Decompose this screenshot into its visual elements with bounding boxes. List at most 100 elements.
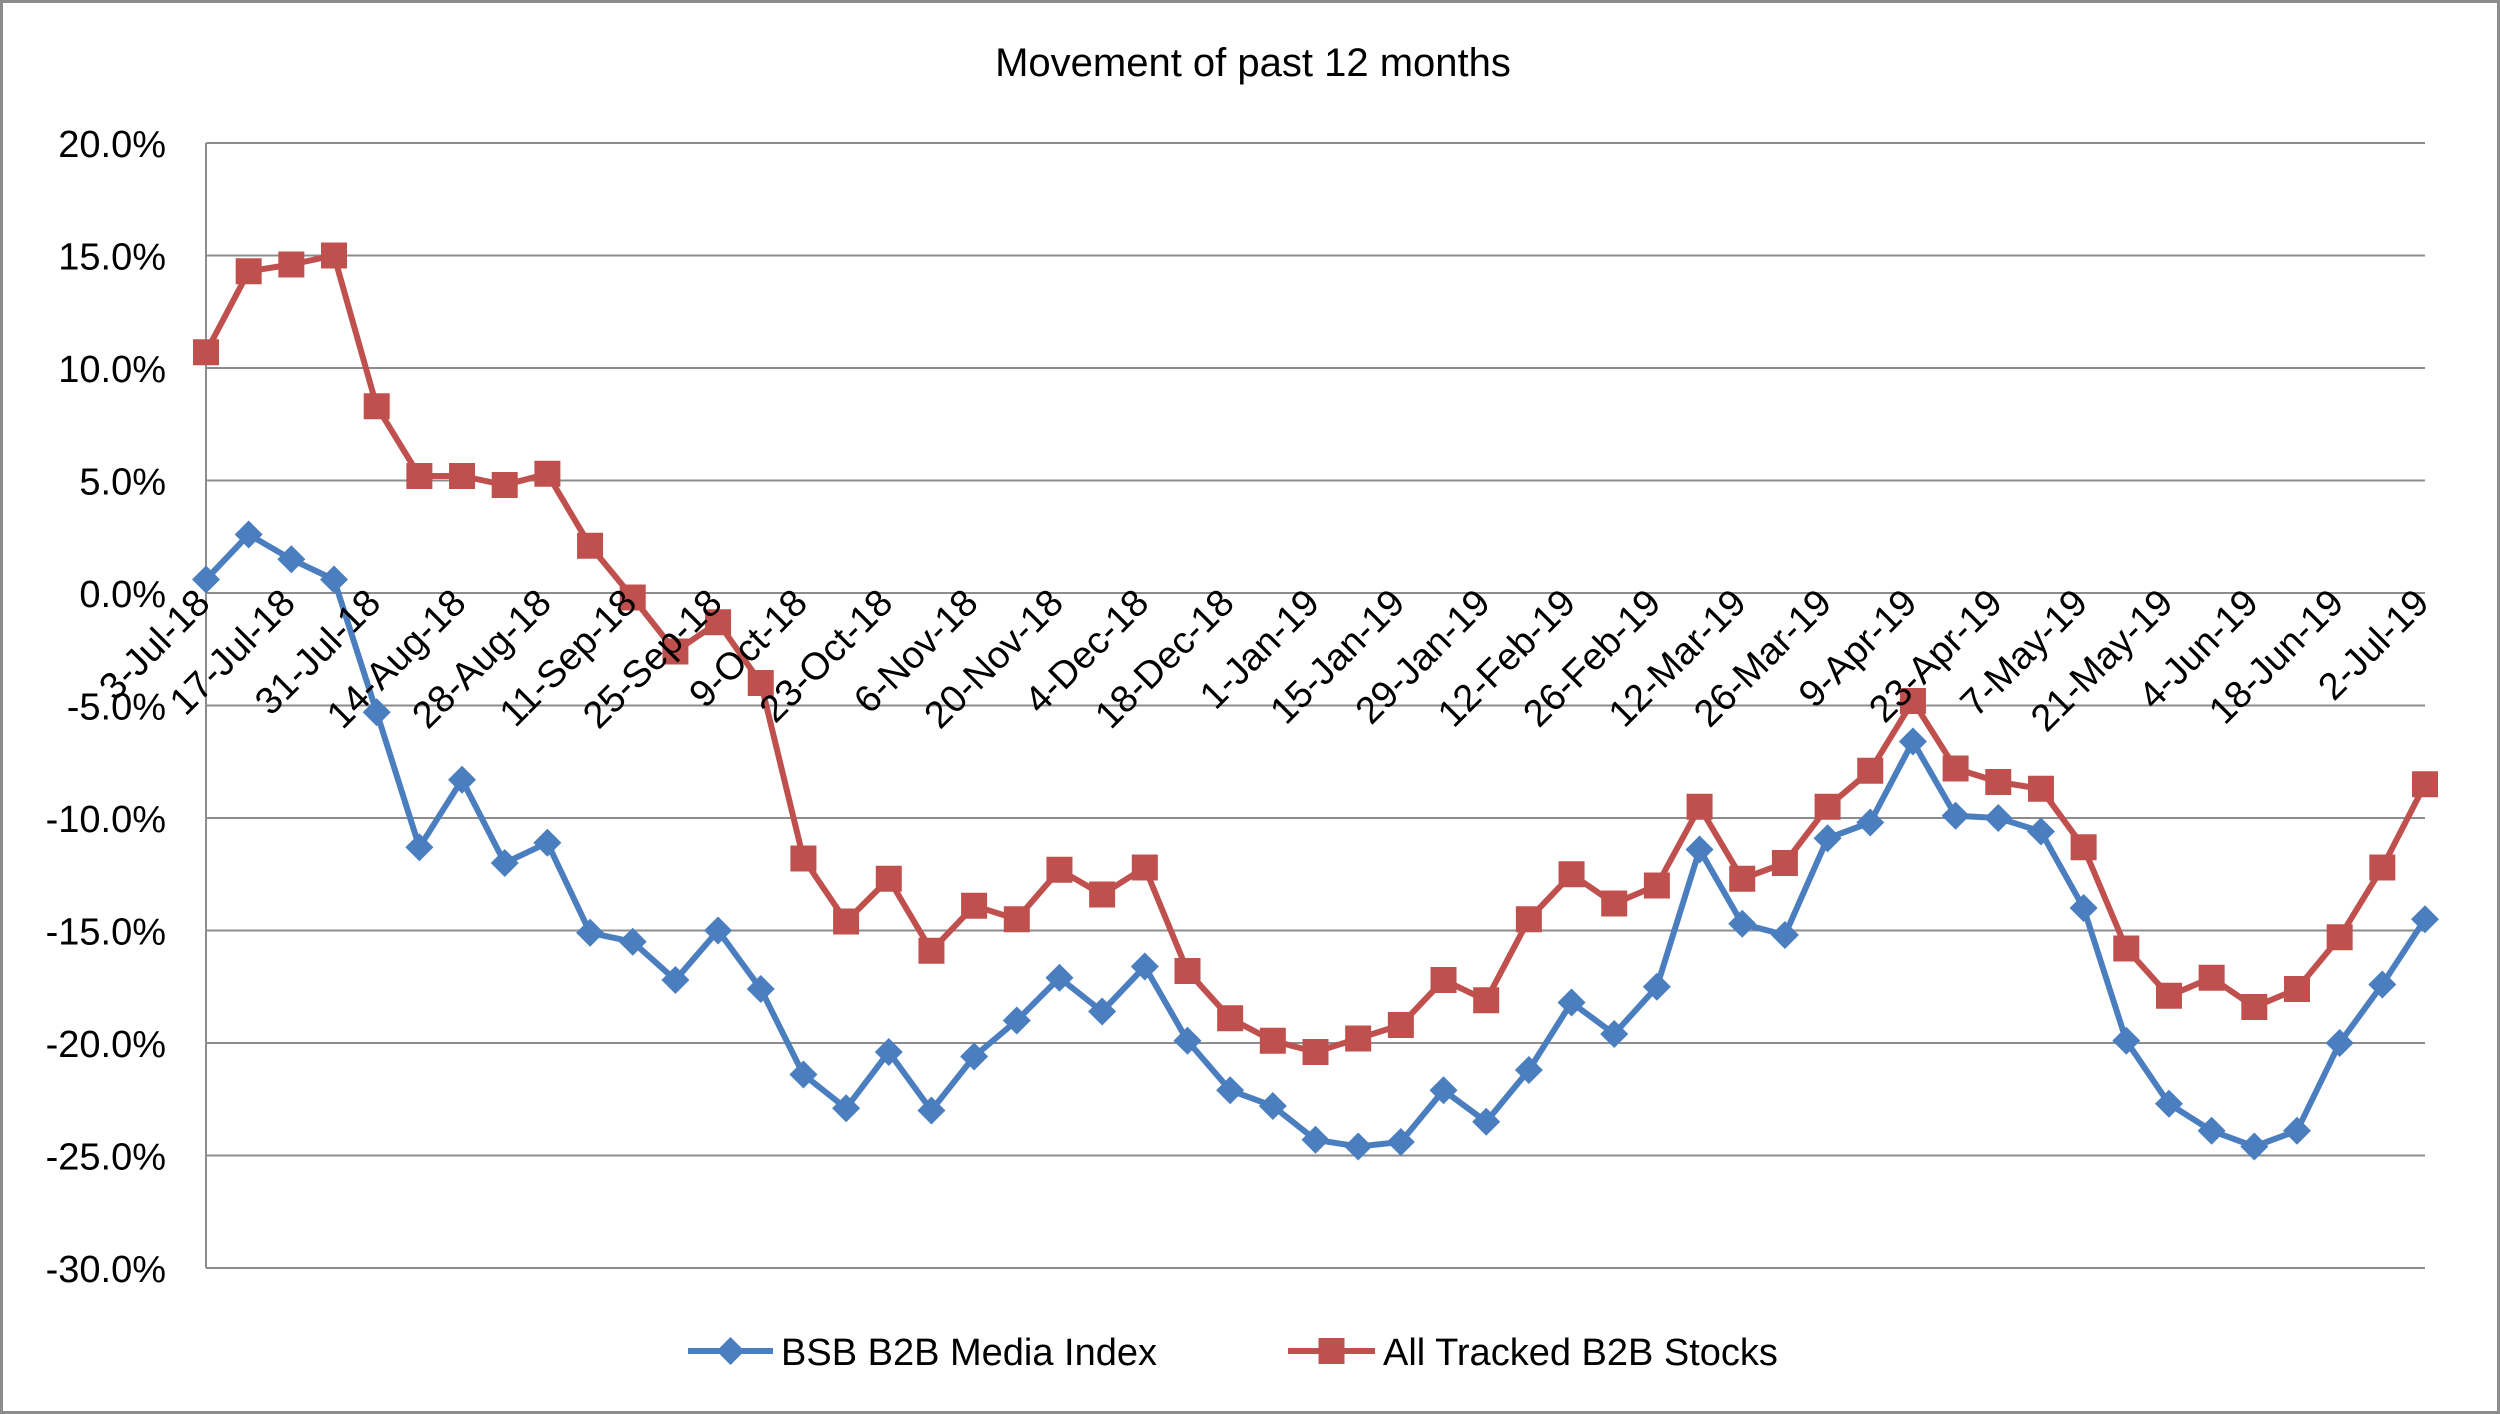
data-point: [961, 892, 988, 919]
data-point: [1984, 804, 2013, 832]
data-point: [1131, 854, 1158, 881]
data-point: [363, 393, 390, 420]
data-series: [192, 242, 2439, 1161]
data-point: [875, 865, 902, 892]
data-point: [277, 545, 306, 574]
data-point: [1046, 856, 1073, 883]
legend-item: BSB B2B Media Index: [688, 1332, 1157, 1374]
data-point: [192, 565, 220, 594]
data-point: [1258, 1092, 1287, 1120]
data-point: [193, 339, 219, 366]
data-point: [1514, 1056, 1543, 1084]
data-point: [448, 765, 477, 794]
data-point: [960, 1042, 989, 1071]
data-point: [1387, 1012, 1414, 1038]
y-tick-label: -10.0%: [46, 799, 166, 841]
x-axis-tick-labels: 3-Jul-1817-Jul-1831-Jul-1814-Aug-1828-Au…: [92, 582, 2438, 740]
data-point: [1856, 808, 1885, 837]
data-point: [661, 966, 690, 994]
data-point: [534, 460, 561, 487]
data-point: [234, 520, 263, 549]
data-point: [2155, 982, 2182, 1009]
data-point: [2113, 935, 2140, 962]
data-point: [1941, 801, 1970, 830]
data-point: [406, 463, 433, 489]
data-point: [2283, 976, 2310, 1002]
data-point: [2197, 1116, 2226, 1145]
y-tick-label: 15.0%: [58, 237, 166, 279]
data-point: [662, 638, 689, 665]
data-point: [2240, 1132, 2269, 1161]
data-point: [1301, 1125, 1330, 1154]
data-point: [1685, 835, 1714, 864]
data-point: [833, 908, 860, 935]
data-point: [2112, 1026, 2141, 1055]
data-point: [1857, 757, 1884, 784]
data-point: [1217, 1005, 1244, 1032]
legend-marker: [716, 1337, 745, 1365]
data-point: [1302, 1039, 1329, 1065]
y-axis-tick-labels: 20.0% 15.0% 10.0% 5.0% 0.0% -5.0% -10.0% -15.0%…: [46, 124, 166, 1291]
data-point: [2325, 1029, 2354, 1057]
data-point: [1728, 909, 1757, 938]
data-point: [1003, 906, 1030, 933]
data-point: [1814, 793, 1841, 820]
data-point: [2412, 771, 2438, 798]
y-tick-label: 0.0%: [79, 574, 166, 616]
data-point: [790, 845, 817, 872]
data-point: [2198, 964, 2225, 991]
legend: BSB B2B Media Index All Tracked B2B Stock…: [688, 1332, 1778, 1374]
data-point: [1045, 963, 1074, 992]
data-point: [449, 463, 476, 489]
data-point: [705, 609, 732, 636]
data-point: [1770, 921, 1799, 949]
data-point: [1429, 1076, 1458, 1105]
data-point: [1985, 769, 2012, 795]
data-point: [918, 937, 945, 964]
y-tick-label: 5.0%: [79, 462, 166, 504]
y-tick-label: -20.0%: [46, 1024, 166, 1066]
y-tick-label: 10.0%: [58, 349, 166, 391]
data-point: [1813, 824, 1842, 853]
data-point: [1386, 1128, 1415, 1156]
data-point: [704, 916, 733, 945]
legend-marker: [1318, 1338, 1345, 1364]
data-point: [490, 849, 519, 877]
y-tick-label: -15.0%: [46, 912, 166, 954]
data-point: [2241, 994, 2268, 1020]
data-point: [1473, 987, 1500, 1014]
data-point: [2070, 834, 2097, 861]
data-point: [2154, 1089, 2183, 1118]
data-point: [1174, 958, 1201, 984]
data-point: [1558, 861, 1585, 888]
data-point: [618, 927, 647, 956]
y-tick-label: -30.0%: [46, 1249, 166, 1291]
data-point: [1601, 890, 1628, 917]
data-point: [1089, 881, 1116, 908]
series-square: [193, 242, 2438, 1065]
data-point: [874, 1038, 903, 1066]
data-point: [1259, 1027, 1286, 1054]
data-point: [2027, 775, 2054, 802]
data-point: [1899, 688, 1926, 714]
data-point: [1130, 952, 1159, 981]
data-point: [917, 1096, 946, 1125]
data-point: [747, 670, 774, 696]
data-point: [2026, 817, 2055, 846]
data-point: [1430, 967, 1457, 993]
data-point: [1173, 1026, 1202, 1055]
data-point: [1515, 906, 1542, 933]
data-point: [321, 242, 348, 269]
legend-label: All Tracked B2B Stocks: [1383, 1332, 1778, 1374]
data-point: [1345, 1025, 1372, 1052]
data-point: [746, 975, 775, 1003]
data-point: [1557, 988, 1586, 1017]
legend-item: All Tracked B2B Stocks: [1288, 1332, 1778, 1374]
data-point: [2069, 894, 2098, 922]
y-tick-label: -25.0%: [46, 1137, 166, 1179]
data-point: [1771, 850, 1798, 876]
data-point: [1942, 755, 1969, 782]
data-point: [320, 565, 349, 594]
data-point: [362, 698, 391, 727]
data-point: [1643, 872, 1670, 899]
